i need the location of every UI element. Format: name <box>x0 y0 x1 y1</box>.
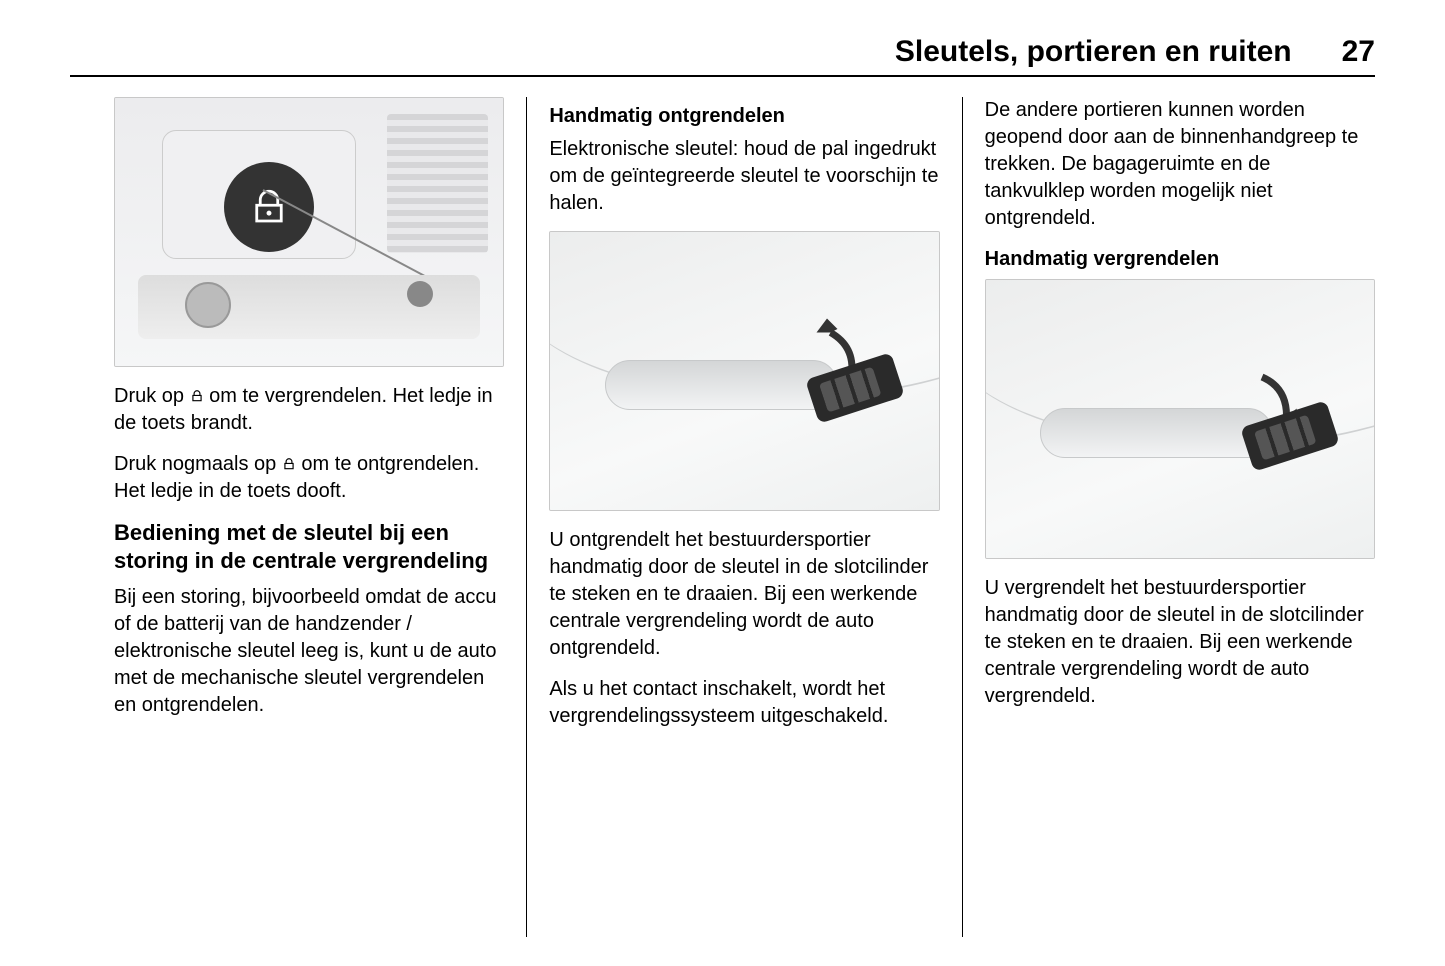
paragraph-lock: Druk op om te vergrendelen. Het ledje in… <box>114 383 504 437</box>
text: Druk nogmaals op <box>114 453 282 475</box>
heading-manual-lock: Handmatig vergrendelen <box>985 246 1375 273</box>
chapter-title: Sleutels, portieren en ruiten <box>895 35 1292 69</box>
text: Druk op <box>114 385 190 407</box>
column-3: De andere portieren kunnen worden geopen… <box>962 97 1375 937</box>
column-2: Handmatig ontgrendelen Elektronische sle… <box>526 97 961 937</box>
paragraph-ignition: Als u het contact inschakelt, wordt het … <box>549 676 939 730</box>
paragraph-unlock-driver-door: U ontgrendelt het bestuurdersportier han… <box>549 527 939 662</box>
heading-malfunction: Bediening met de sleutel bij een storing… <box>114 519 504 574</box>
paragraph-malfunction: Bij een storing, bijvoorbeeld omdat de a… <box>114 584 504 719</box>
paragraph-lock-driver-door: U vergrendelt het bestuurdersportier han… <box>985 575 1375 710</box>
heading-manual-unlock: Handmatig ontgrendelen <box>549 103 939 130</box>
paragraph-unlock: Druk nogmaals op om te ontgren­delen. He… <box>114 451 504 505</box>
column-1: Druk op om te vergrendelen. Het ledje in… <box>70 97 526 937</box>
figure-door-handle-lock <box>985 279 1375 559</box>
content-columns: Druk op om te vergrendelen. Het ledje in… <box>70 97 1375 937</box>
manual-page: Sleutels, portieren en ruiten 27 Druk op… <box>0 0 1445 966</box>
page-number: 27 <box>1342 35 1375 69</box>
figure-dashboard-lock-button <box>114 97 504 367</box>
paragraph-ekey: Elektronische sleutel: houd de pal inged… <box>549 136 939 217</box>
lock-icon <box>282 457 296 471</box>
lock-icon <box>190 389 204 403</box>
page-header: Sleutels, portieren en ruiten 27 <box>70 35 1375 77</box>
paragraph-other-doors: De andere portieren kunnen worden geopen… <box>985 97 1375 232</box>
figure-door-handle-unlock <box>549 231 939 511</box>
